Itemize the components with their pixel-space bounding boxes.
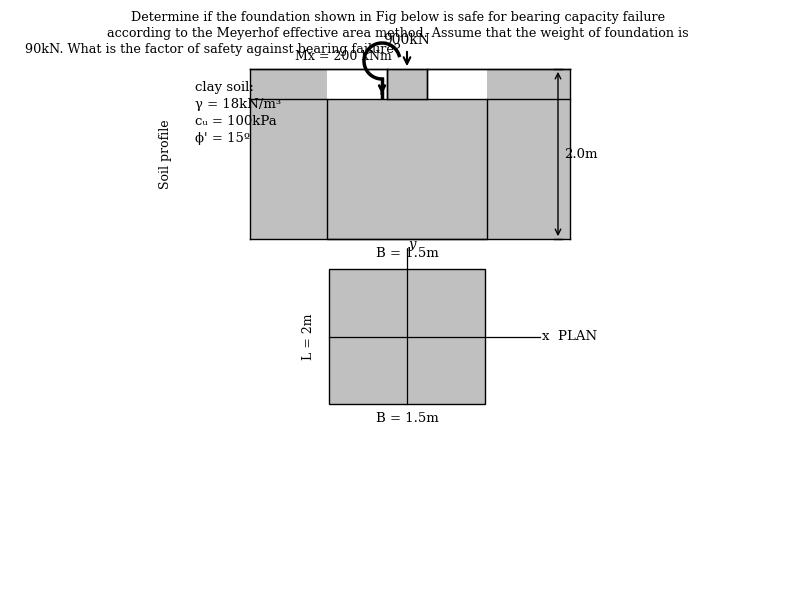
Bar — [387, 69, 427, 99]
Text: L = 2m: L = 2m — [302, 313, 315, 360]
Text: 90kN. What is the factor of safety against bearing failure?: 90kN. What is the factor of safety again… — [25, 43, 400, 56]
Text: ϕ' = 15º: ϕ' = 15º — [195, 132, 250, 145]
Text: B = 1.5m: B = 1.5m — [376, 412, 439, 425]
Text: Mx = 200 kNm: Mx = 200 kNm — [295, 49, 392, 62]
Bar — [487, 69, 570, 239]
Text: y: y — [409, 238, 416, 251]
Bar — [327, 99, 487, 239]
Text: 2.0m: 2.0m — [564, 147, 598, 160]
Text: Determine if the foundation shown in Fig below is safe for bearing capacity fail: Determine if the foundation shown in Fig… — [131, 11, 665, 24]
Text: Soil profile: Soil profile — [158, 119, 171, 189]
Text: cᵤ = 100kPa: cᵤ = 100kPa — [195, 115, 277, 128]
Text: 900kN: 900kN — [384, 33, 431, 47]
Text: according to the Meyerhof effective area method. Assume that the weight of found: according to the Meyerhof effective area… — [107, 27, 689, 40]
Bar — [329, 269, 485, 404]
Text: clay soil:: clay soil: — [195, 81, 254, 94]
Text: B = 1.5m: B = 1.5m — [376, 247, 439, 260]
Text: x  PLAN: x PLAN — [542, 330, 597, 343]
Bar — [250, 69, 327, 239]
Text: γ = 18kN/m³: γ = 18kN/m³ — [195, 98, 281, 111]
